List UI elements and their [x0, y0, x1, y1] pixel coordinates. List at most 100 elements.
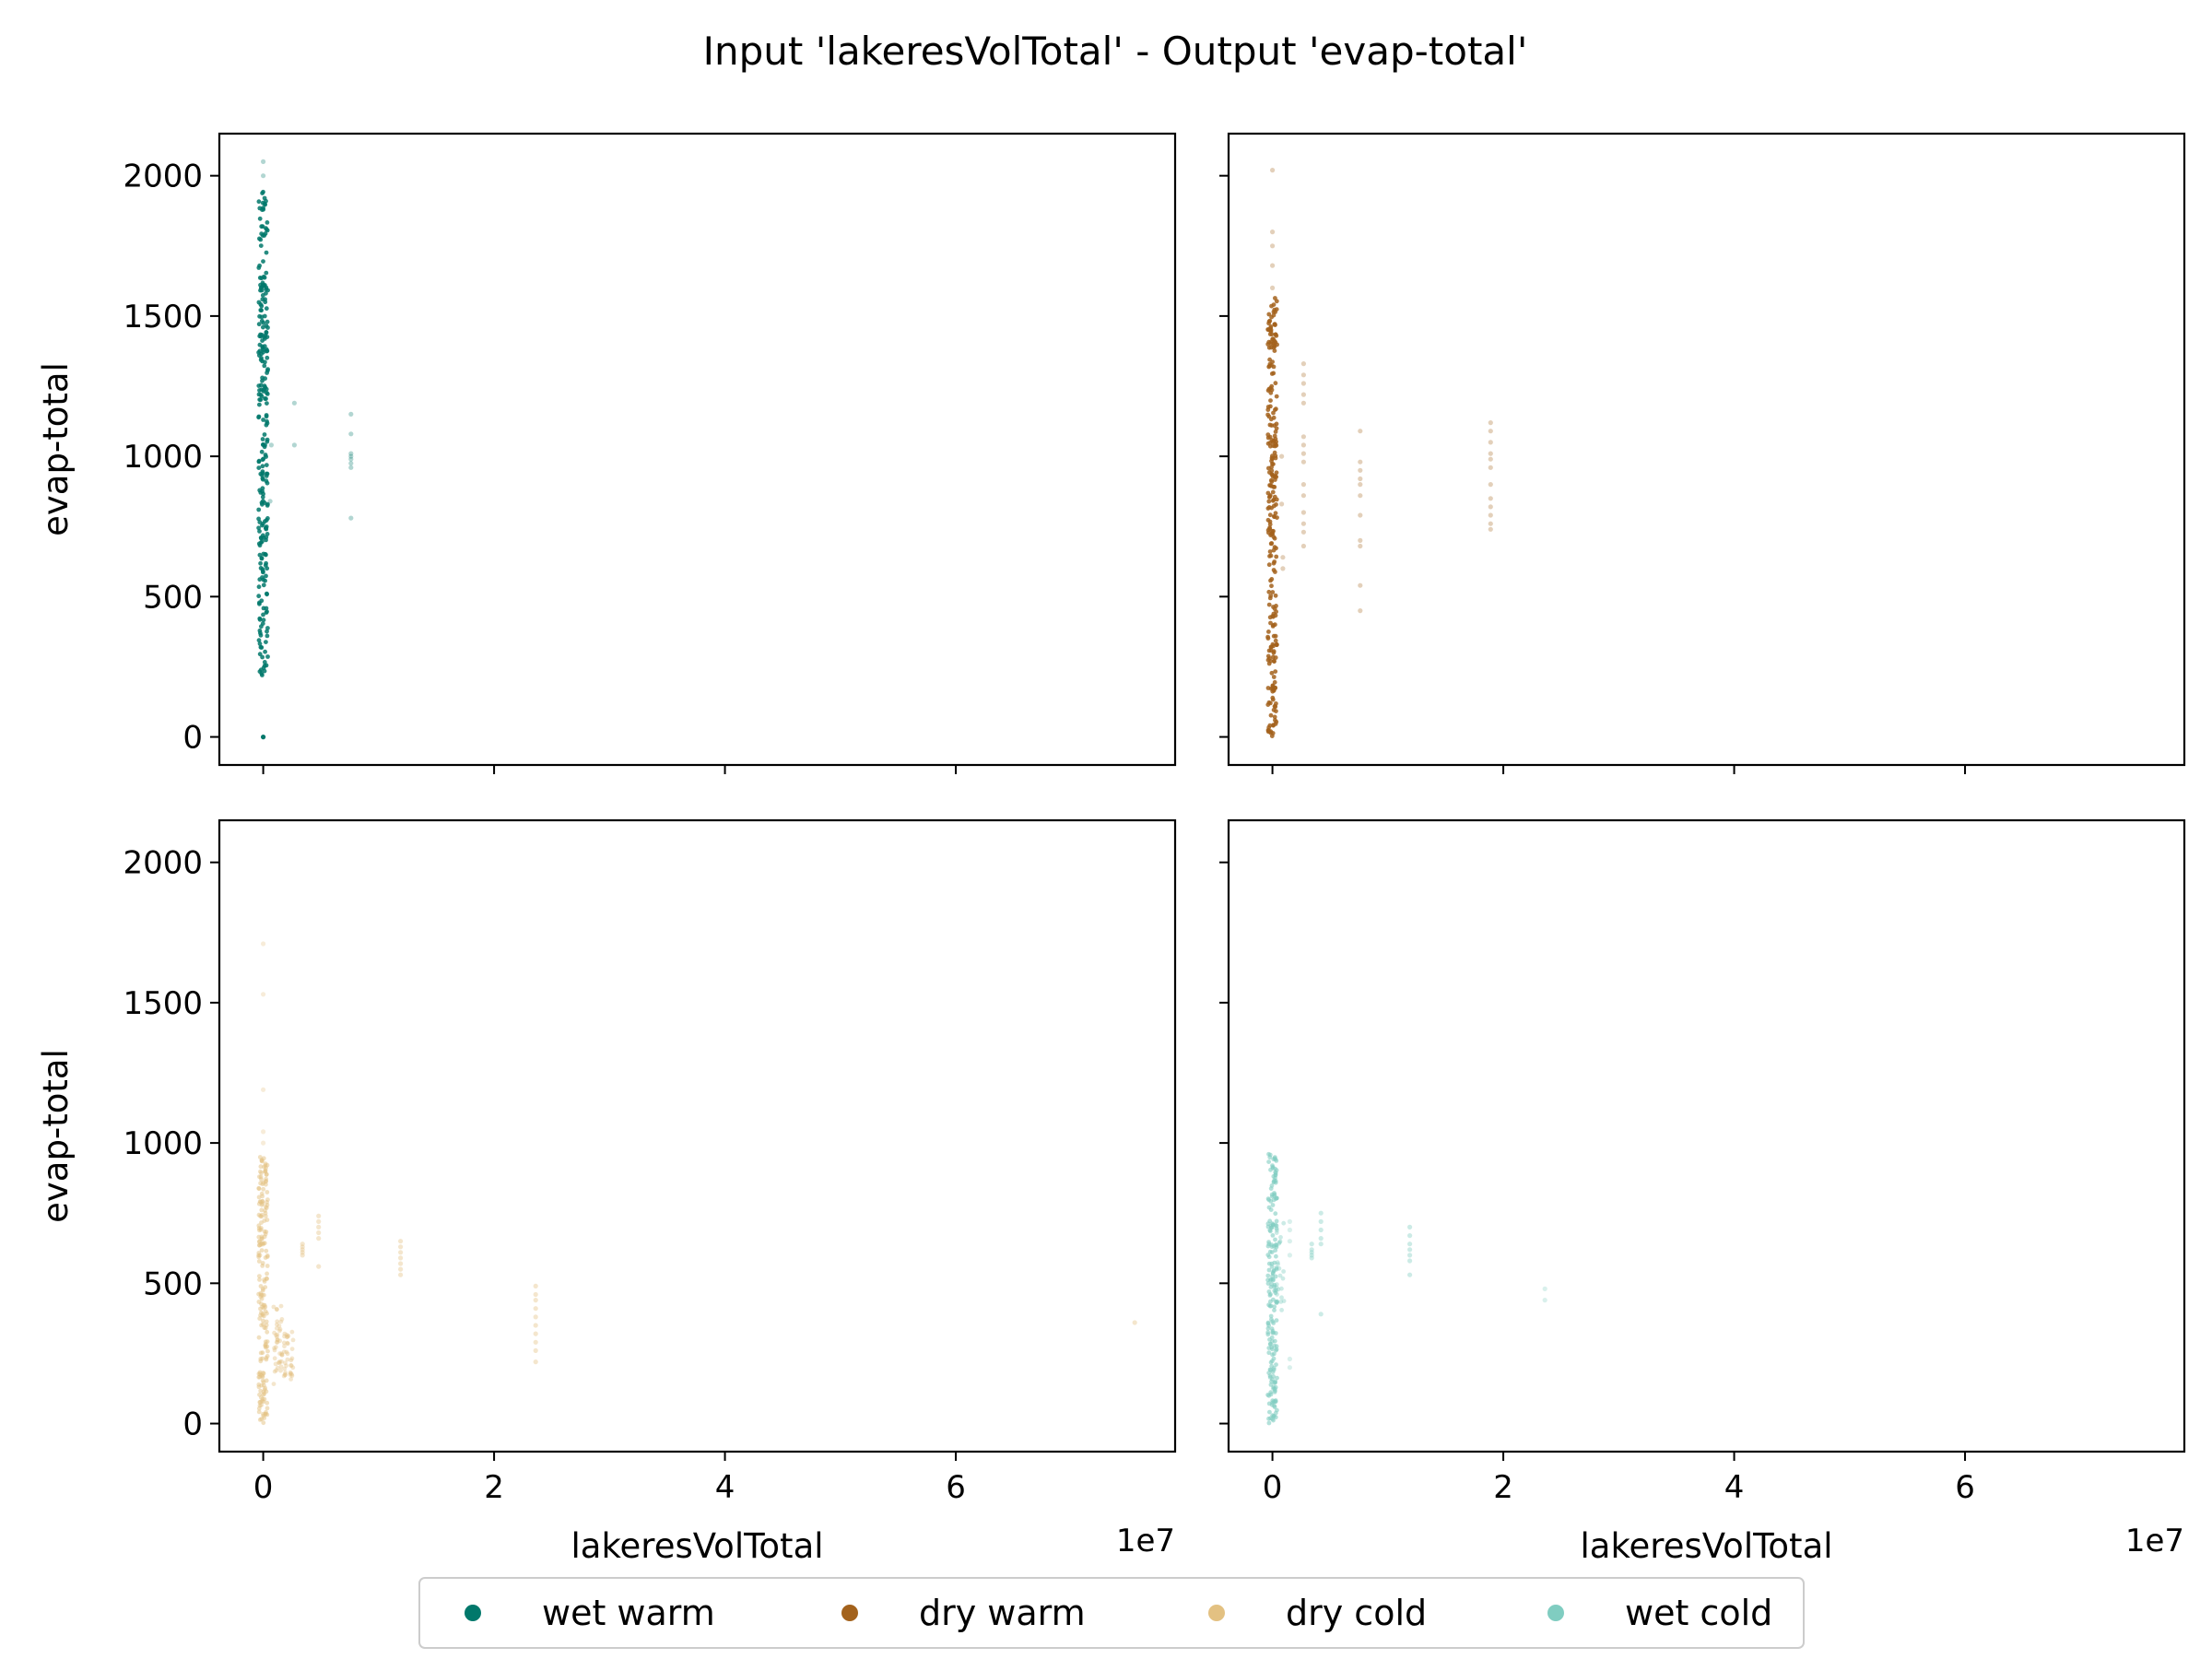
- scatter-point: [1275, 1375, 1279, 1381]
- scatter-point: [533, 1339, 538, 1345]
- scatter-point: [1271, 1414, 1277, 1418]
- scatter-point: [1268, 1392, 1274, 1397]
- scatter-point: [1273, 429, 1278, 434]
- scatter-point: [1271, 560, 1277, 566]
- scatter-point: [533, 1314, 538, 1320]
- legend-label: dry warm: [919, 1593, 1086, 1633]
- scatter-point: [1274, 1318, 1279, 1323]
- scatter-point: [278, 1303, 284, 1309]
- scatter-point: [1271, 535, 1277, 539]
- scatter-point: [259, 1403, 264, 1407]
- scatter-point: [261, 1392, 266, 1397]
- scatter-point: [1271, 675, 1277, 679]
- scatter-point: [262, 444, 267, 450]
- scatter-point: [1266, 602, 1272, 607]
- scatter-point: [1272, 679, 1277, 685]
- scatter-point: [1272, 659, 1277, 665]
- scatter-point: [261, 206, 266, 212]
- scatter-point: [260, 457, 265, 463]
- scatter-point: [258, 1169, 263, 1174]
- scatter-point: [533, 1291, 538, 1298]
- y-axis-label: evap-total: [36, 1049, 76, 1223]
- scatter-point: [261, 582, 266, 588]
- scatter-point: [1265, 1243, 1271, 1249]
- series-wet-cold: [1265, 1151, 1547, 1426]
- scatter-point: [1272, 1308, 1277, 1312]
- scatter-point: [1266, 312, 1272, 317]
- scatter-point: [1279, 1308, 1284, 1312]
- scatter-point: [261, 1411, 265, 1417]
- x-tick-label: 4: [715, 1469, 735, 1506]
- scatter-point: [260, 1396, 265, 1402]
- scatter-point: [1266, 562, 1272, 568]
- scatter-point: [1273, 1379, 1278, 1384]
- scatter-point: [264, 1182, 268, 1187]
- scatter-point: [259, 308, 264, 313]
- scatter-point: [1279, 501, 1285, 507]
- scatter-point: [1273, 332, 1278, 337]
- scatter-point: [263, 578, 267, 583]
- scatter-point: [279, 1359, 284, 1364]
- scatter-point: [257, 617, 263, 622]
- scatter-point: [278, 1319, 284, 1324]
- scatter-point: [1272, 1351, 1277, 1357]
- scatter-point: [256, 541, 262, 547]
- scatter-point: [1318, 1227, 1324, 1233]
- scatter-point: [1271, 1179, 1277, 1184]
- y-tick-label: 1500: [123, 299, 203, 335]
- scatter-point: [264, 1205, 268, 1209]
- scatter-point: [1274, 1223, 1279, 1229]
- scatter-point: [1271, 650, 1277, 655]
- x-tick-label: 0: [1263, 1469, 1283, 1506]
- scatter-point: [1270, 168, 1276, 173]
- scatter-point: [260, 533, 265, 538]
- scatter-point: [1269, 1345, 1275, 1350]
- scatter-point: [533, 1347, 538, 1353]
- scatter-point: [1358, 459, 1363, 465]
- scatter-point: [268, 442, 274, 448]
- y-axis-label: evap-total: [36, 362, 76, 536]
- scatter-point: [264, 606, 269, 611]
- scatter-point: [1488, 440, 1493, 445]
- scatter-point: [264, 330, 269, 335]
- scatter-point: [300, 1244, 305, 1250]
- scatter-point: [258, 332, 263, 337]
- scatter-point: [1407, 1272, 1413, 1277]
- scatter-point: [258, 1174, 264, 1180]
- scatter-point: [1275, 1407, 1279, 1413]
- scatter-point: [1132, 1320, 1137, 1325]
- scatter-point: [256, 199, 262, 205]
- x-axis-label: lakeresVolTotal: [571, 1526, 823, 1566]
- scatter-point: [260, 464, 265, 469]
- scatter-point: [261, 259, 265, 264]
- scatter-point: [1270, 697, 1276, 702]
- scatter-point: [1267, 549, 1273, 554]
- legend-marker: [1208, 1605, 1225, 1621]
- scatter-point: [288, 1372, 293, 1377]
- scatter-point: [398, 1266, 404, 1272]
- scatter-point: [1267, 1249, 1273, 1254]
- scatter-point: [272, 1347, 277, 1353]
- scatter-point: [260, 297, 265, 302]
- scatter-point: [278, 1364, 284, 1370]
- scatter-point: [1270, 1203, 1276, 1207]
- scatter-point: [1267, 512, 1273, 518]
- x-axis-offset: 1e7: [1116, 1523, 1175, 1559]
- subplot-1: 0 500 1000 1500 2000 evap-total: [36, 132, 1177, 774]
- scatter-point: [258, 237, 264, 242]
- scatter-point: [282, 1331, 288, 1336]
- scatter-point: [1300, 521, 1306, 526]
- scatter-point: [1278, 1235, 1283, 1240]
- scatter-point: [259, 1417, 265, 1422]
- scatter-point: [300, 1247, 305, 1253]
- scatter-point: [261, 159, 266, 164]
- scatter-point: [316, 1264, 322, 1269]
- scatter-point: [1274, 554, 1279, 559]
- scatter-point: [1267, 493, 1273, 498]
- scatter-point: [262, 363, 267, 369]
- scatter-point: [1270, 624, 1276, 629]
- scatter-point: [277, 1338, 282, 1344]
- scatter-point: [290, 1337, 296, 1343]
- scatter-point: [1287, 1253, 1292, 1258]
- scatter-point: [263, 453, 268, 457]
